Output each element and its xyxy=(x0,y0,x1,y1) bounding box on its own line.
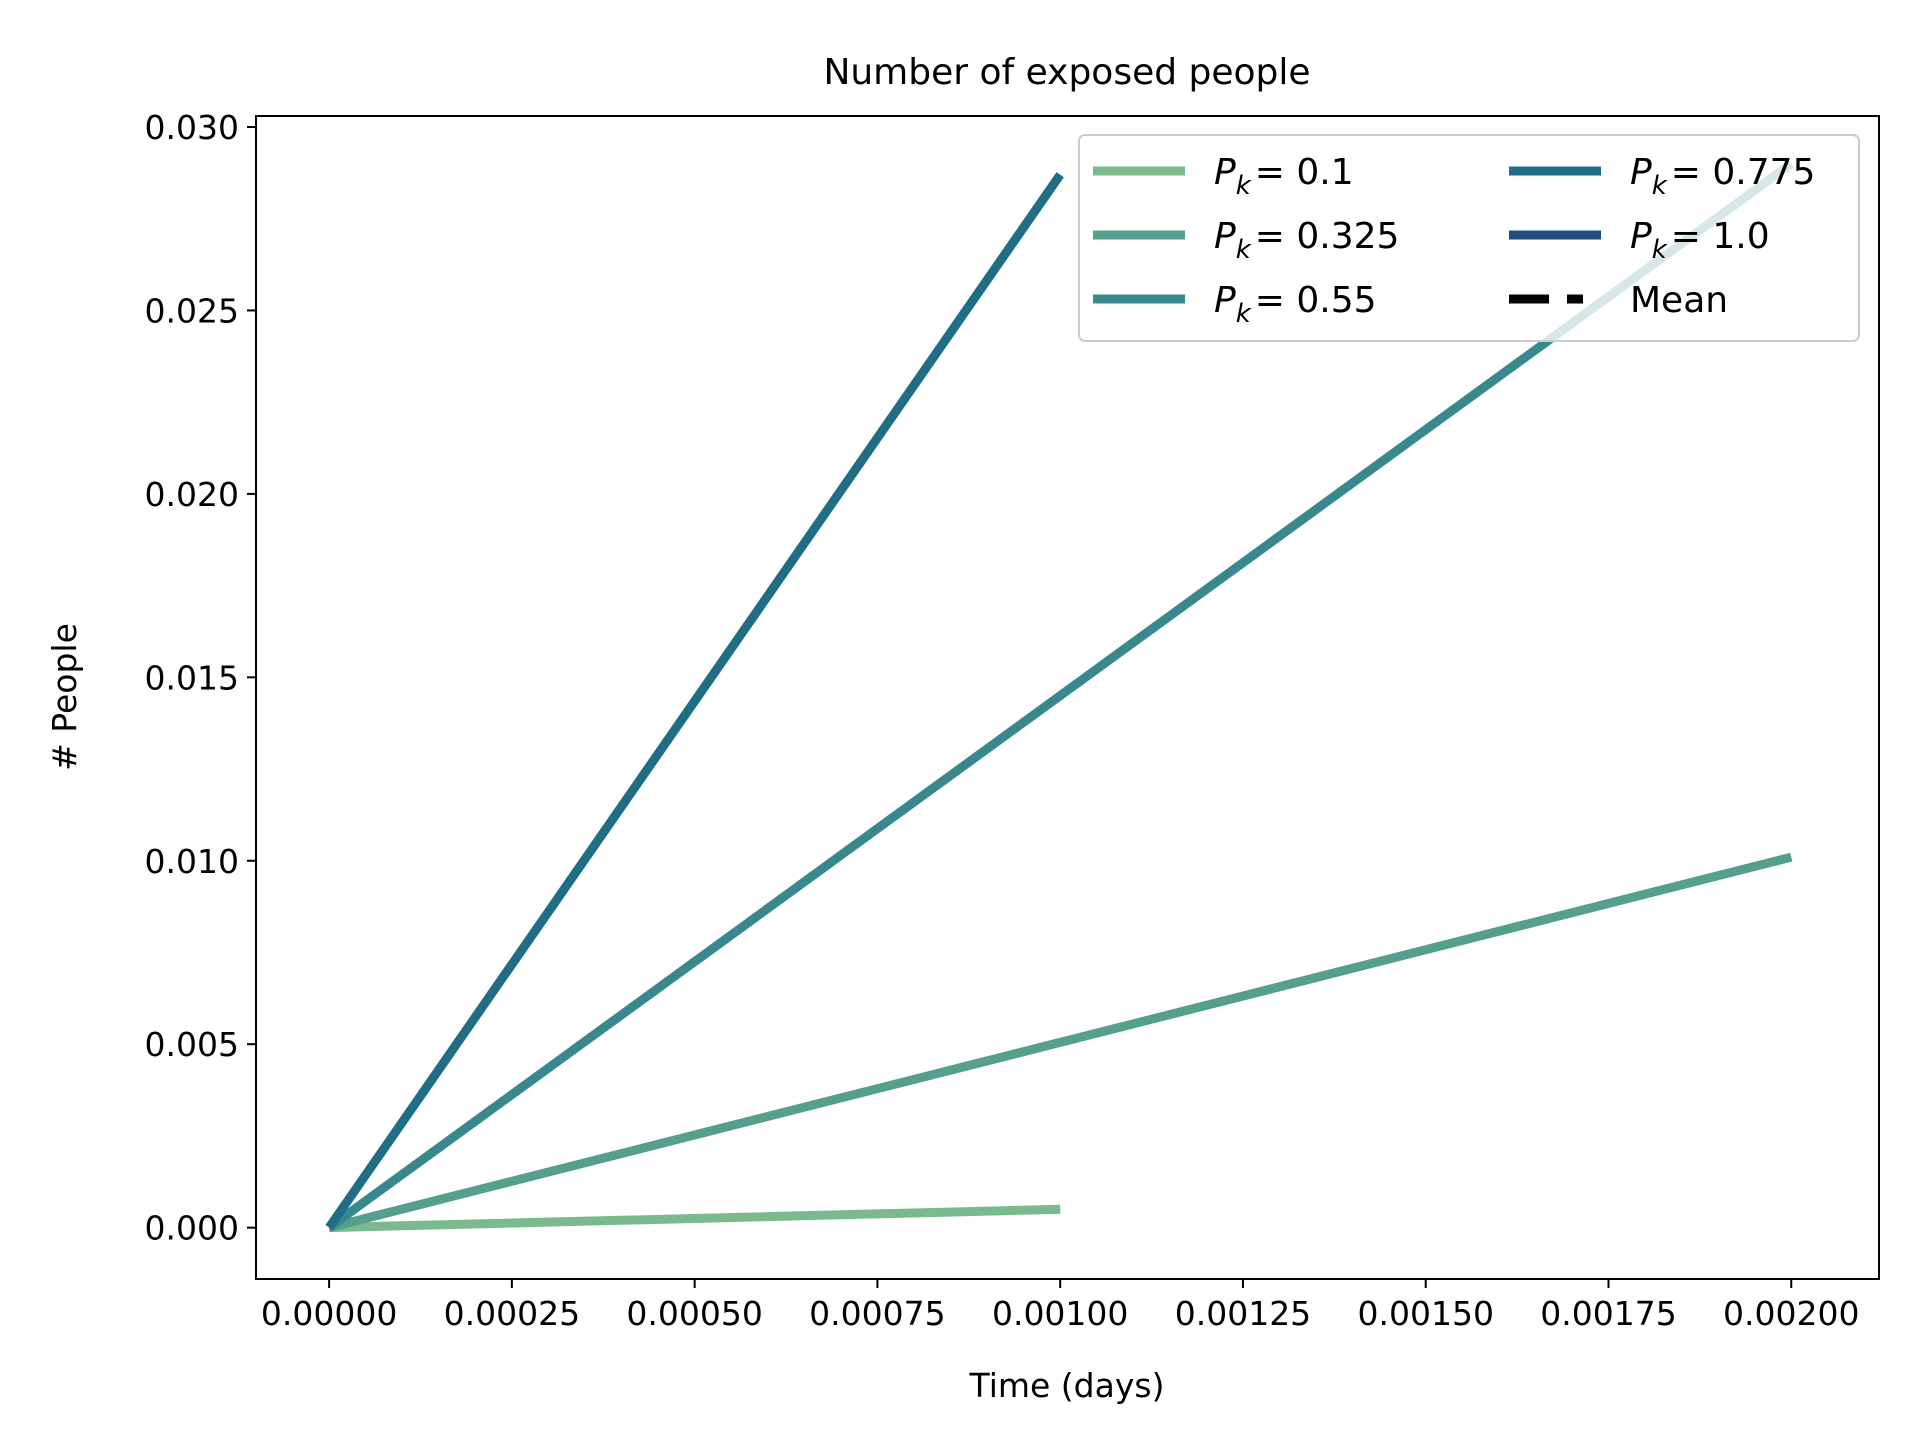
legend-label-symbol: P xyxy=(1214,216,1236,257)
x-tick-label: 0.00175 xyxy=(1540,1294,1676,1333)
legend-label-subscript: k xyxy=(1236,299,1252,329)
legend-label: Pk = 0.775 xyxy=(1630,152,1815,201)
legend-label-value: = 0.325 xyxy=(1255,216,1400,257)
legend-label-mean: Mean xyxy=(1630,280,1728,321)
legend-label-subscript: k xyxy=(1652,235,1668,265)
y-tick-label: 0.005 xyxy=(145,1025,239,1064)
x-axis-ticks: 0.00000 0.00025 0.00050 0.00075 0.00100 0.001… xyxy=(261,1279,1860,1333)
legend-label-subscript: k xyxy=(1236,235,1252,265)
legend-label-subscript: k xyxy=(1652,171,1668,201)
x-tick-label: 0.00150 xyxy=(1357,1294,1493,1333)
legend-label: Pk = 1.0 xyxy=(1630,216,1770,265)
legend-label: Pk = 0.55 xyxy=(1214,280,1377,329)
legend-label-symbol: P xyxy=(1214,152,1236,193)
legend-label-symbol: P xyxy=(1630,152,1652,193)
legend-label-value: = 0.775 xyxy=(1671,152,1816,193)
x-tick-label: 0.00075 xyxy=(809,1294,945,1333)
legend-label: Pk = 0.325 xyxy=(1214,216,1399,265)
x-axis-label: Time (days) xyxy=(969,1366,1165,1405)
legend-label-symbol: P xyxy=(1630,216,1652,257)
legend-label: Pk = 0.1 xyxy=(1214,152,1354,201)
legend-label-value: = 0.1 xyxy=(1255,152,1354,193)
legend-label-symbol: P xyxy=(1214,280,1236,321)
plot-frame xyxy=(255,115,1880,1280)
x-tick-label: 0.00100 xyxy=(992,1294,1128,1333)
y-axis-ticks: 0.000 0.005 0.010 0.015 0.020 0.025 0.030 xyxy=(145,108,256,1248)
series-line xyxy=(328,1204,1061,1233)
y-tick-label: 0.000 xyxy=(145,1209,239,1248)
y-tick-label: 0.015 xyxy=(145,658,239,697)
y-tick-label: 0.020 xyxy=(145,475,239,514)
series-line xyxy=(325,172,1064,1231)
x-tick-label: 0.00200 xyxy=(1723,1294,1859,1333)
legend-label-value: = 0.55 xyxy=(1255,280,1377,321)
y-tick-label: 0.025 xyxy=(145,291,239,330)
y-tick-label: 0.030 xyxy=(145,108,239,147)
series-line xyxy=(327,852,1793,1232)
legend-label-subscript: k xyxy=(1236,171,1252,201)
legend-label-value: = 1.0 xyxy=(1671,216,1770,257)
x-tick-label: 0.00050 xyxy=(626,1294,762,1333)
chart-title: Number of exposed people xyxy=(823,52,1310,93)
legend-box xyxy=(1078,134,1860,342)
x-tick-label: 0.00000 xyxy=(261,1294,397,1333)
y-tick-label: 0.010 xyxy=(145,842,239,881)
y-axis-label: # People xyxy=(45,623,84,771)
x-tick-label: 0.00125 xyxy=(1175,1294,1311,1333)
x-tick-label: 0.00025 xyxy=(444,1294,580,1333)
